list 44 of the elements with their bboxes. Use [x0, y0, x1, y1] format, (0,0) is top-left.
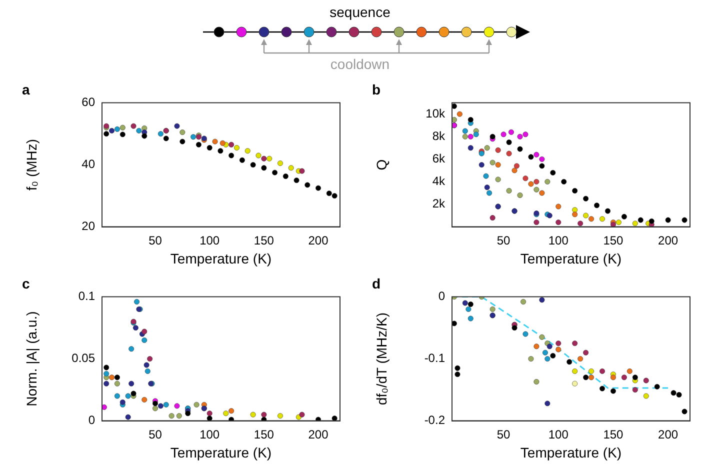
y-tick-label: 0	[88, 413, 96, 428]
chart-title: c	[22, 275, 30, 292]
x-axis-title: Temperature (K)	[520, 444, 622, 460]
x-tick-label: 150	[254, 427, 274, 442]
x-tick-label: 150	[603, 233, 624, 248]
y-tick-label: 0.05	[72, 351, 96, 366]
chart-title: a	[22, 81, 30, 98]
x-axis-title: Temperature (K)	[520, 250, 622, 266]
y-axis-title: Q	[373, 159, 390, 170]
y-tick-label: 60	[82, 95, 96, 110]
chart-title: d	[372, 275, 381, 292]
y-tick-label: 4k	[432, 174, 446, 188]
x-tick-label: 200	[658, 233, 678, 248]
text: sequence	[328, 4, 392, 20]
y-tick-label: 8k	[432, 128, 446, 143]
y-tick-label: 20	[82, 219, 96, 234]
chart-title: b	[372, 81, 381, 98]
text: cooldown	[329, 56, 391, 72]
x-tick-label: 100	[200, 427, 220, 442]
x-tick-label: 100	[548, 233, 569, 248]
x-tick-label: 50	[496, 233, 511, 248]
x-axis-title: Temperature (K)	[170, 444, 272, 460]
x-tick-label: 200	[658, 427, 678, 442]
y-tick-label: 10k	[426, 106, 446, 120]
x-tick-label: 50	[148, 233, 162, 248]
x-tick-label: 200	[308, 233, 329, 248]
x-tick-label: 100	[548, 427, 569, 442]
x-tick-label: 100	[200, 233, 220, 248]
y-axis-title: Norm. |A| (a.u.)	[23, 311, 40, 406]
y-tick-label: 0.1	[78, 289, 96, 304]
x-tick-label: 200	[308, 427, 329, 442]
x-tick-label: 50	[496, 427, 511, 442]
x-tick-label: 150	[254, 233, 274, 248]
y-tick-label: -0.2	[424, 413, 446, 428]
y-tick-label: 40	[82, 157, 96, 172]
y-axis-title: df₀/dT (MHz/K)	[373, 312, 390, 406]
y-tick-label: 2k	[432, 196, 446, 211]
y-tick-label: 0	[438, 289, 446, 304]
x-tick-label: 150	[603, 427, 624, 442]
y-tick-label: -0.1	[424, 351, 446, 366]
x-tick-label: 50	[148, 427, 162, 442]
x-axis-title: Temperature (K)	[170, 250, 272, 266]
y-tick-label: 6k	[432, 151, 446, 166]
y-axis-title: f₀ (MHz)	[23, 138, 40, 191]
